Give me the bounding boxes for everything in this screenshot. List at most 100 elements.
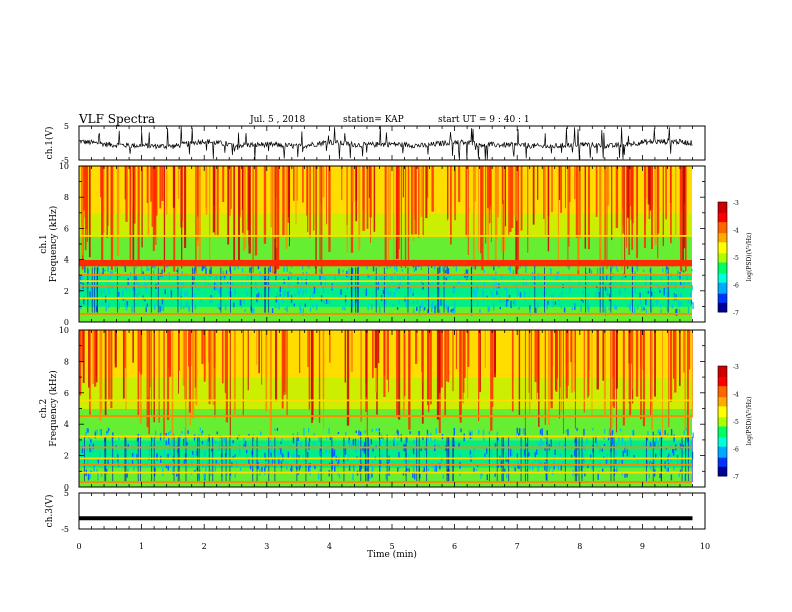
spectro-streak [584,166,587,249]
spectro-streak [222,166,225,202]
spectro-speckle [659,304,662,308]
colorbar-cell [718,444,727,448]
spectro-speckle [183,306,185,309]
spectro-streak [547,166,550,252]
spectro-dropout [125,436,127,483]
spectro-speckle [332,447,334,455]
spectro-speckle [240,304,243,308]
spectro-speckle [690,300,693,305]
spectro-speckle [440,299,442,306]
spectro-speckle [558,442,561,449]
colorbar-cell [718,406,727,409]
colorbar-cell [718,428,727,431]
spectro-dropout [268,436,270,483]
spectro-speckle [371,295,374,300]
spectro-speckle [482,432,485,436]
spectro-speckle [218,441,221,447]
spectro-speckle [179,434,182,442]
spectro-speckle [614,303,616,310]
spectro-speckle [496,431,499,439]
spectro-streak [492,330,494,407]
ch1-spectrogram-panel [79,166,694,323]
spectro-bg-row [79,447,692,453]
spectro-streak [88,166,91,258]
spectro-speckle [450,309,452,313]
spectro-speckle [187,305,190,311]
spectro-dropout [546,436,548,483]
spectro-streak [341,166,343,200]
spectro-speckle [323,299,325,305]
spectro-streak [355,166,358,222]
spectro-speckle [281,451,283,455]
spectro-speckle [296,432,299,436]
spectro-speckle [152,270,155,278]
spectro-speckle [555,444,557,447]
spectro-speckle [386,265,388,270]
colorbar-cell [718,457,727,460]
spectro-speckle [459,471,461,477]
spectro-streak [532,166,535,225]
colorbar-cell [718,410,727,413]
colorbar-cell [718,448,727,451]
spectro-speckle [117,456,119,463]
spectro-dropout [368,436,370,483]
spectro-bg-row [79,435,692,441]
y-tick-label: 5 [64,489,69,498]
spectro-speckle [471,430,473,439]
spectro-streak [528,330,531,415]
spectro-streak [180,166,182,228]
spectro-speckle [134,303,136,306]
spectro-dropout [650,267,652,313]
spectro-speckle [138,290,140,295]
spectro-streak [166,166,168,215]
colorbar-cell [718,454,727,457]
spectro-speckle [474,263,476,270]
ch3-waveform-frame [78,492,706,530]
spectro-speckle [675,294,677,301]
spectro-speckle [261,275,263,284]
spectro-speckle [192,280,195,285]
spectro-speckle [665,468,668,474]
spectro-speckle [604,305,606,313]
spectro-streak [322,166,325,198]
spectro-speckle [204,450,206,457]
spectro-speckle [200,431,203,437]
spectro-streak [195,166,197,274]
spectro-speckle [356,456,358,459]
spectro-speckle [312,292,314,298]
spectro-streak [408,330,411,430]
spectro-speckle [287,291,289,298]
spectro-speckle [626,449,628,457]
spectro-speckle [97,473,99,481]
spectro-speckle [611,442,613,446]
spectro-speckle [451,309,454,313]
spectro-speckle [308,437,311,443]
spectro-speckle [645,298,647,306]
spectro-speckle [234,473,236,478]
spectro-speckle [423,307,426,311]
spectro-speckle [85,432,87,438]
spectro-speckle [280,466,283,474]
spectro-streak [168,330,172,377]
spectro-streak [269,330,272,440]
y-tick-label: 8 [64,357,69,366]
spectro-speckle [366,265,368,270]
spectro-speckle [148,267,150,271]
spectro-dropout [356,267,358,313]
spectro-dropout [426,436,428,483]
spectro-speckle [371,304,373,310]
spectro-speckle [689,292,692,300]
spectro-speckle [145,307,147,313]
spectro-speckle [379,439,382,445]
spectro-speckle [299,464,301,469]
spectro-streak [611,166,613,241]
spectro-speckle [541,428,543,436]
spectro-speckle [136,454,138,460]
colorbar-cell [718,468,727,471]
spectro-speckle [228,452,230,455]
spectro-streak [82,166,85,211]
spectro-speckle [293,453,295,457]
spectro-streak [674,330,677,393]
spectro-speckle [433,445,436,452]
spectro-streak [538,330,540,427]
